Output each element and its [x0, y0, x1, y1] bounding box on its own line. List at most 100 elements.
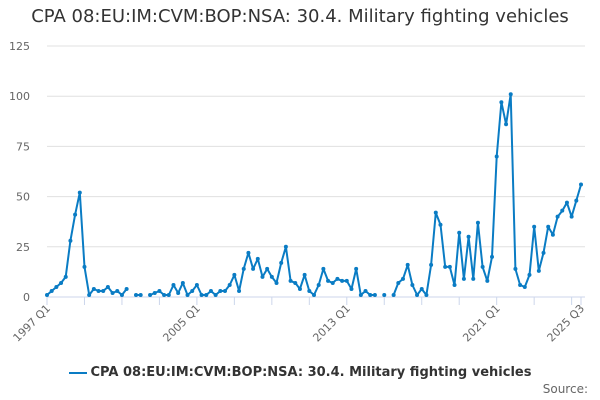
data-point	[180, 280, 185, 285]
data-point	[494, 154, 499, 159]
data-point	[115, 288, 120, 293]
data-point	[419, 286, 424, 291]
data-point	[564, 200, 569, 205]
data-point	[480, 264, 485, 269]
data-point	[401, 276, 405, 281]
data-point	[471, 276, 476, 281]
data-point	[410, 282, 415, 287]
data-point	[541, 250, 546, 255]
data-point	[73, 212, 78, 217]
data-point	[457, 230, 462, 235]
data-point	[569, 214, 574, 219]
data-point	[405, 262, 410, 267]
data-point	[349, 286, 354, 291]
data-point	[82, 264, 87, 269]
data-point	[424, 292, 429, 297]
data-point	[91, 286, 96, 291]
data-point	[354, 266, 359, 271]
data-point	[241, 266, 246, 271]
data-point	[447, 264, 452, 269]
data-point	[152, 290, 157, 295]
legend-line-symbol	[68, 371, 87, 374]
x-tick-label: 2013 Q1	[310, 302, 353, 345]
data-point	[283, 244, 288, 249]
data-point	[330, 280, 335, 285]
data-point	[63, 274, 68, 279]
data-point	[363, 288, 368, 293]
data-point	[274, 280, 279, 285]
data-point	[490, 254, 494, 259]
data-point	[227, 282, 232, 287]
data-point	[452, 282, 457, 287]
chart-title: CPA 08:EU:IM:CVM:BOP:NSA: 30.4. Military…	[31, 6, 569, 27]
data-point	[307, 288, 312, 293]
data-point	[536, 268, 541, 273]
data-point	[45, 292, 49, 297]
data-point	[185, 292, 190, 297]
data-point	[579, 182, 583, 187]
data-point	[550, 232, 555, 237]
data-point	[475, 220, 480, 225]
data-point	[443, 264, 448, 269]
legend-item[interactable]: CPA 08:EU:IM:CVM:BOP:NSA: 30.4. Military…	[0, 365, 600, 380]
y-tick-label: 50	[16, 191, 30, 204]
data-point	[260, 274, 265, 279]
data-point	[194, 282, 199, 287]
data-point	[105, 284, 110, 289]
data-point	[49, 288, 54, 293]
data-point	[326, 278, 331, 283]
data-point	[316, 282, 321, 287]
data-point	[527, 272, 532, 277]
data-point	[396, 280, 401, 285]
data-point	[532, 224, 537, 229]
data-point	[508, 92, 513, 97]
data-point	[574, 198, 579, 203]
data-point	[148, 292, 153, 297]
data-point	[358, 292, 363, 297]
data-point	[368, 292, 373, 297]
data-point	[279, 260, 284, 265]
data-point	[237, 288, 242, 293]
data-point	[433, 210, 438, 215]
data-point	[560, 208, 565, 213]
data-point	[555, 214, 560, 219]
data-point	[344, 278, 349, 283]
data-point	[190, 288, 195, 293]
y-tick-label: 125	[9, 40, 30, 53]
data-point	[101, 288, 106, 293]
data-point	[485, 278, 490, 283]
x-tick-label: 2005 Q1	[160, 302, 203, 345]
data-point	[461, 276, 466, 281]
data-point	[134, 292, 138, 297]
legend-label: CPA 08:EU:IM:CVM:BOP:NSA: 30.4. Military…	[90, 365, 532, 380]
data-point	[438, 222, 443, 227]
y-tick-label: 25	[16, 241, 30, 254]
data-point	[518, 282, 523, 287]
data-point	[297, 286, 302, 291]
data-point	[302, 272, 307, 277]
data-point	[415, 292, 420, 297]
y-tick-label: 75	[16, 140, 30, 153]
data-point	[429, 262, 434, 267]
data-point	[119, 292, 124, 297]
data-point	[293, 280, 298, 285]
data-point	[87, 292, 92, 297]
x-tick-label: 2021 Q1	[460, 302, 503, 345]
data-point	[466, 234, 471, 239]
data-point	[269, 274, 274, 279]
data-point	[340, 278, 345, 283]
data-point	[335, 276, 340, 281]
data-point	[208, 288, 213, 293]
data-point	[77, 190, 82, 195]
data-point	[162, 292, 167, 297]
data-point	[68, 238, 73, 243]
y-tick-label: 0	[23, 291, 30, 304]
data-point	[59, 280, 64, 285]
data-point	[218, 288, 223, 293]
data-point	[171, 282, 176, 287]
series-line	[46, 93, 582, 296]
data-point	[255, 256, 260, 261]
data-point	[321, 266, 326, 271]
data-point	[213, 292, 218, 297]
